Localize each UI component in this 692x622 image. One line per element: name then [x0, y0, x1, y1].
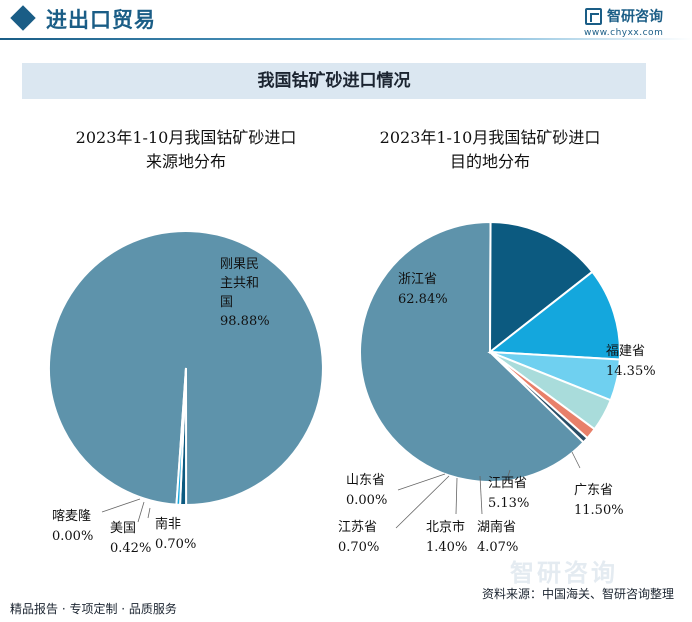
brand-watermark: 智研咨询 [510, 559, 618, 587]
source-leader-line-2 [137, 501, 145, 523]
destination-leader-line-7 [397, 473, 446, 491]
source-leader-line-3 [101, 498, 141, 513]
source-slice-value-1: 0.70% [155, 537, 196, 552]
source-slice-value-3: 0.00% [52, 529, 93, 544]
destination-slice-label-5-line-0: 北京市 [426, 519, 465, 535]
page-title: 我国钴矿砂进口情况 [257, 71, 411, 91]
destination-leader-line-6 [395, 475, 450, 529]
source-chart-title-line-2: 来源地分布 [145, 152, 226, 171]
destination-slice-label-4-line-0: 湖南省 [477, 519, 516, 535]
destination-slice-label-2-line-0: 广东省 [574, 483, 613, 498]
source-slice-value-2: 0.42% [110, 541, 151, 556]
destination-pie-chart: 浙江省 62.84% 福建省 14.35% 广东省 11.50% 江西省 5.13% 湖南省 4.… [338, 220, 656, 555]
source-slice-label-2-line-0: 美国 [110, 521, 136, 536]
destination-slice-value-3: 5.13% [488, 496, 529, 511]
destination-pie-slice-2 [487, 270, 621, 361]
destination-slice-value-5: 1.40% [426, 540, 467, 555]
footer-tagline: 精品报告 · 专项定制 · 品质服务 [10, 602, 177, 616]
source-leader-line-1 [147, 507, 151, 519]
header-divider [0, 38, 692, 40]
data-source-note: 资料来源：中国海关、智研咨询整理 [481, 587, 674, 601]
destination-slice-label-0-line-0: 浙江省 [398, 272, 437, 287]
destination-pie-slice-0 [359, 220, 585, 483]
title-banner: 我国钴矿砂进口情况 [22, 63, 646, 99]
source-slice-label-0-line-1: 主共和 [220, 276, 259, 291]
brand-name: 智研咨询 [607, 9, 663, 25]
source-slice-label-0-line-0: 刚果民 [220, 257, 259, 272]
source-slice-label-3-line-0: 喀麦隆 [52, 508, 91, 524]
destination-slice-value-0: 62.84% [398, 292, 448, 307]
source-chart-title-line-1: 2023年1-10月我国钴矿砂进口 [75, 128, 297, 147]
destination-slice-value-6: 0.70% [338, 540, 379, 555]
destination-leader-line-4 [479, 475, 483, 515]
destination-slice-value-4: 4.07% [477, 540, 518, 555]
destination-pie-slice-1 [488, 220, 594, 355]
brand-url: www.chyxx.com [584, 28, 664, 38]
destination-slice-label-1-line-0: 福建省 [606, 344, 645, 359]
destination-slice-value-2: 11.50% [574, 503, 624, 518]
destination-chart-title-line-2: 目的地分布 [449, 152, 530, 171]
brand-logo-icon [585, 8, 602, 25]
destination-slice-label-3-line-0: 江西省 [488, 476, 527, 491]
destination-slice-value-7: 0.00% [346, 493, 387, 508]
source-pie-slice-2 [175, 367, 187, 506]
source-slice-value-0: 98.88% [220, 314, 270, 329]
destination-chart-title-line-1: 2023年1-10月我国钴矿砂进口 [379, 128, 601, 147]
destination-slice-value-1: 14.35% [606, 364, 656, 379]
page-header: 进出口贸易 智研咨询 www.chyxx.com [0, 0, 692, 44]
destination-slice-label-7-line-0: 山东省 [346, 473, 385, 488]
destination-leader-line-5 [455, 477, 458, 515]
source-slice-label-1-line-0: 南非 [155, 516, 181, 532]
destination-pie-slice-6 [489, 351, 589, 444]
section-title: 进出口贸易 [46, 8, 156, 32]
source-slice-label-0-line-2: 国 [220, 295, 233, 310]
source-chart-title: 2023年1-10月我国钴矿砂进口 来源地分布 [36, 126, 336, 174]
destination-chart-title: 2023年1-10月我国钴矿砂进口 目的地分布 [340, 126, 640, 174]
destination-leader-line-2 [571, 451, 581, 469]
destination-leader-line-3 [507, 469, 511, 477]
destination-slice-label-6-line-0: 江苏省 [338, 519, 377, 535]
